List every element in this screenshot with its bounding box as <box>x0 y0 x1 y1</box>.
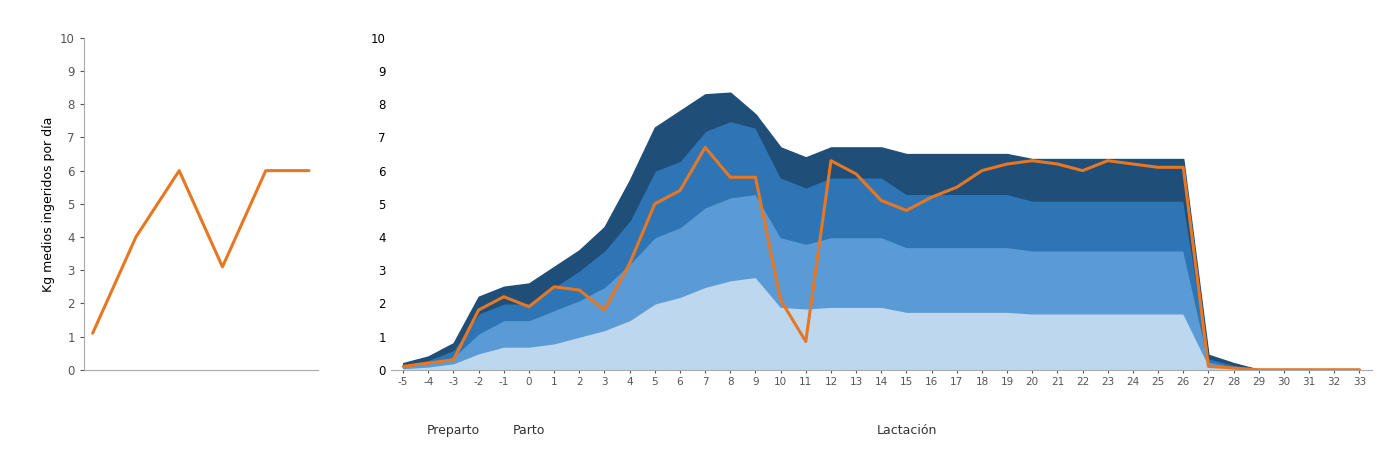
Y-axis label: Kg medios ingeridos por día: Kg medios ingeridos por día <box>42 116 55 292</box>
Text: Lactación: Lactación <box>876 425 937 438</box>
Text: Parto: Parto <box>512 425 545 438</box>
Text: Preparto: Preparto <box>427 425 480 438</box>
